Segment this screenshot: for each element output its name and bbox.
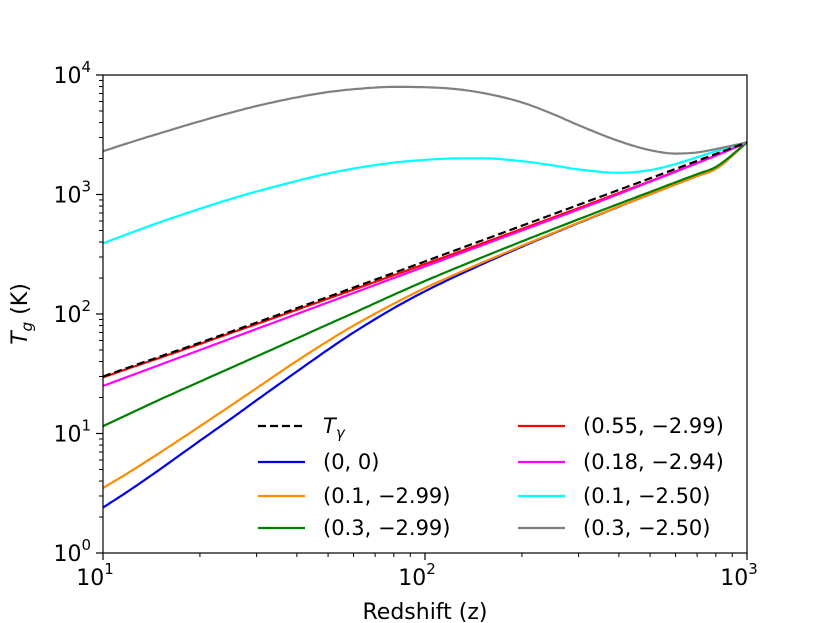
series-layer [102,85,748,509]
series-line-7 [102,85,748,155]
legend-label-7: (0.3, −2.50) [583,516,711,540]
y-tick-label: 102 [53,297,91,328]
series-line-0 [102,141,748,378]
legend-label-0: Tγ [323,414,346,442]
series-line-2 [102,141,748,489]
series-line-6 [102,141,748,245]
major-ticks [96,74,748,560]
y-axis-title: Tg (K) [8,283,36,345]
y-axis-title-unit: (K) [8,283,33,322]
y-tick-label: 104 [53,58,91,89]
plot-frame [102,74,748,554]
x-tick-label: 102 [398,560,436,591]
legend-label-4: (0.55, −2.99) [583,414,724,438]
x-tick-label: 103 [720,560,758,591]
legend-label-6: (0.1, −2.50) [583,484,711,508]
legend-label-2: (0.1, −2.99) [323,484,451,508]
y-axis-title-main: T [8,330,33,345]
series-line-3 [102,141,748,428]
y-tick-label: 103 [53,178,91,209]
x-axis-title: Redshift (z) [362,600,487,623]
minor-ticks [99,79,733,557]
series-line-5 [102,141,748,387]
y-tick-label: 101 [53,417,91,448]
y-axis-title-sub: g [18,322,36,332]
legend-label-3: (0.3, −2.99) [323,516,451,540]
x-tick-label: 101 [76,560,114,591]
legend-label-1: (0, 0) [323,450,379,474]
legend-label-5: (0.18, −2.94) [583,450,724,474]
y-tick-label: 100 [53,536,91,567]
legend: Tγ (0, 0) (0.1, −2.99) (0.3, −2.99) (0.55, −… [258,414,724,540]
